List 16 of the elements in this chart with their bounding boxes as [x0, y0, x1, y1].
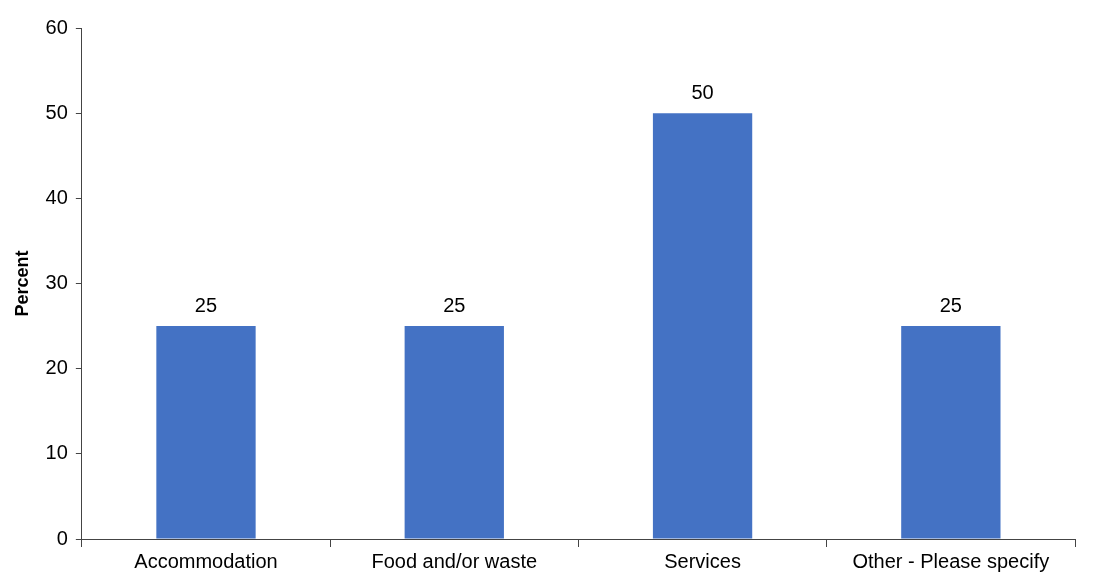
- x-tick-label: Other - Please specify: [852, 549, 1050, 572]
- y-tick-label: 10: [45, 441, 68, 464]
- y-tick-label: 50: [45, 100, 68, 123]
- y-tick-label: 60: [45, 15, 68, 38]
- x-tick-label: Services: [664, 549, 741, 572]
- data-label: 50: [691, 80, 714, 103]
- y-tick-label: 20: [45, 356, 68, 379]
- y-tick-label: 0: [56, 526, 68, 549]
- y-tick-label: 30: [45, 271, 68, 294]
- y-tick-label: 40: [45, 185, 68, 208]
- data-label: 25: [939, 293, 962, 316]
- y-axis-title: Percent: [11, 250, 32, 317]
- x-tick-label: Food and/or waste: [371, 549, 538, 572]
- x-tick-label: Accommodation: [134, 549, 278, 572]
- data-label: 25: [194, 293, 218, 316]
- data-label: 25: [443, 293, 466, 316]
